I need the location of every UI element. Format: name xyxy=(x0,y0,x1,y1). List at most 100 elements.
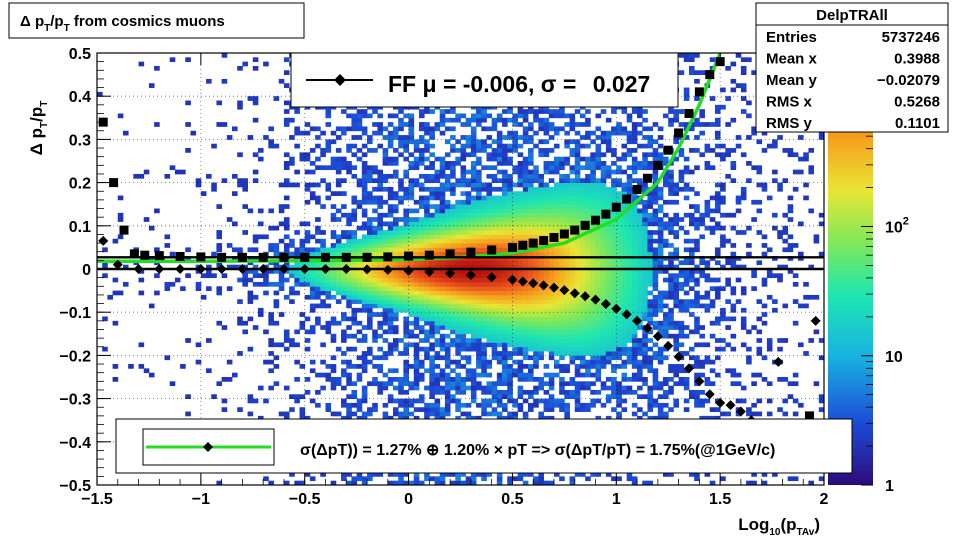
sigma-marker xyxy=(663,145,673,155)
mean-marker xyxy=(559,285,570,296)
sigma-marker xyxy=(705,70,715,80)
stats-label: Mean x xyxy=(766,51,818,68)
legend-top: FF μ = -0.006, σ = 0.027 xyxy=(290,52,679,108)
mean-marker xyxy=(216,264,227,274)
mean-marker xyxy=(424,267,435,278)
x-axis-label: Log10(pTAv) xyxy=(738,515,820,538)
x-tick-label: 1 xyxy=(612,491,621,508)
z-tick-label: 102 xyxy=(885,216,909,237)
sigma-marker xyxy=(237,252,247,262)
mean-marker xyxy=(611,303,622,314)
x-tick-label: 0.5 xyxy=(501,491,523,508)
stats-box: DelpTRAll Entries 5737246 Mean x 0.3988 Mean… xyxy=(755,2,949,133)
mean-marker xyxy=(195,264,206,274)
mean-marker xyxy=(600,298,611,309)
y-tick-label: −0.3 xyxy=(59,392,91,409)
mean-marker xyxy=(320,264,331,274)
legend-bottom-text: σ(ΔpT)) = 1.27% ⊕ 1.20% × pT => σ(ΔpT/pT… xyxy=(300,442,775,459)
mean-marker xyxy=(548,282,559,293)
sigma-marker xyxy=(362,252,372,262)
sigma-marker xyxy=(109,178,119,188)
sigma-marker xyxy=(539,235,549,245)
mean-marker xyxy=(773,356,784,367)
sigma-marker xyxy=(804,411,814,421)
sigma-marker xyxy=(424,250,434,260)
mean-marker xyxy=(735,406,746,417)
sigma-marker xyxy=(154,251,164,261)
mean-marker xyxy=(98,235,109,246)
sigma-marker xyxy=(642,173,652,183)
x-tick-label: −1 xyxy=(192,491,210,508)
mean-marker xyxy=(538,280,549,291)
mean-marker xyxy=(403,265,414,276)
x-tick-label: −0.5 xyxy=(289,491,321,508)
mean-marker xyxy=(299,264,310,274)
sigma-marker xyxy=(684,108,694,118)
sigma-marker xyxy=(175,251,185,261)
sigma-marker xyxy=(119,225,129,235)
mean-marker xyxy=(465,270,476,281)
y-axis: 0.5 0.4 0.3 0.2 0.1 0 −0.1 −0.2 −0.3 −0.4 −0.5 xyxy=(59,46,111,495)
sigma-marker xyxy=(570,225,580,235)
x-tick-label: 1.5 xyxy=(709,491,731,508)
sigma-marker xyxy=(320,252,330,262)
stats-label: Mean y xyxy=(766,72,818,89)
y-tick-label: 0.5 xyxy=(69,46,91,63)
mean-marker xyxy=(112,259,123,270)
stats-value: 0.5268 xyxy=(894,94,940,111)
sigma-marker xyxy=(653,160,663,170)
mean-marker xyxy=(507,274,518,285)
stats-value: 5737246 xyxy=(882,29,940,46)
z-tick-label: 10 xyxy=(885,349,903,366)
mean-marker xyxy=(258,264,269,274)
heatmap-cells xyxy=(97,53,824,485)
sigma-marker xyxy=(258,252,268,262)
sigma-marker xyxy=(580,220,590,230)
y-tick-label: −0.4 xyxy=(59,435,91,452)
stats-label: RMS x xyxy=(766,94,813,111)
mean-marker xyxy=(154,264,165,274)
sigma-marker xyxy=(279,252,289,262)
sigma-marker xyxy=(300,252,310,262)
mean-marker xyxy=(632,315,643,326)
sigma-marker xyxy=(549,232,559,242)
legend-bottom-marker-icon xyxy=(203,442,213,452)
sigma-marker xyxy=(559,229,569,239)
stats-title: DelpTRAll xyxy=(816,7,888,24)
stats-value: 0.1101 xyxy=(895,115,940,132)
sigma-marker xyxy=(518,240,528,250)
title-box xyxy=(8,2,305,39)
y-tick-label: 0.4 xyxy=(69,89,91,106)
mean-marker xyxy=(445,268,456,279)
mean-marker xyxy=(663,340,674,351)
chart-title: Δ pT/pT from cosmics muons xyxy=(20,13,225,34)
mean-marker xyxy=(175,264,186,274)
x-tick-label: 0 xyxy=(404,491,413,508)
mean-marker xyxy=(341,264,352,274)
mean-marker xyxy=(683,363,694,374)
x-tick-label: 2 xyxy=(820,491,829,508)
mean-marker xyxy=(621,309,632,320)
mean-marker xyxy=(362,264,373,275)
stats-label: Entries xyxy=(766,29,817,46)
sigma-marker xyxy=(694,87,704,97)
mean-marker xyxy=(528,278,539,289)
y-axis-label: Δ pT/pT xyxy=(27,101,50,156)
mean-marker xyxy=(580,291,591,302)
mean-marker xyxy=(517,276,528,287)
x-axis: −1.5 −1 −0.5 0 0.5 1 1.5 2 xyxy=(81,53,829,508)
y-tick-label: −0.2 xyxy=(59,348,91,365)
sigma-marker xyxy=(601,209,611,219)
sigma-marker xyxy=(622,194,632,204)
sigma-marker xyxy=(507,242,517,252)
mean-marker xyxy=(590,294,601,305)
sigma-marker xyxy=(445,249,455,259)
sigma-marker xyxy=(217,252,227,262)
y-tick-label: 0.1 xyxy=(69,219,91,236)
mean-marker xyxy=(725,400,736,411)
mean-marker xyxy=(810,315,821,326)
x-tick-label: −1.5 xyxy=(81,491,113,508)
sigma-marker xyxy=(196,252,206,262)
sigma-marker xyxy=(466,247,476,257)
